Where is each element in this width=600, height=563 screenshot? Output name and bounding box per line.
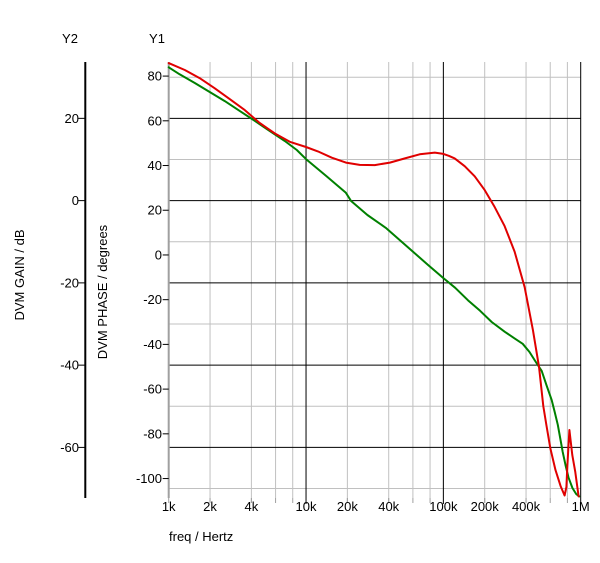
- x-tick-label: 1k: [162, 499, 176, 514]
- y2-tick-label: -60: [60, 440, 79, 455]
- y2-axis-title: DVM GAIN / dB: [12, 229, 27, 320]
- x-tick-label: 10k: [296, 499, 317, 514]
- y2-tick-label: 0: [72, 193, 79, 208]
- x-tick-label: 4k: [245, 499, 259, 514]
- y1-tick-label: -20: [143, 292, 162, 307]
- x-axis-title: freq / Hertz: [169, 529, 233, 544]
- x-tick-label: 200k: [471, 499, 500, 514]
- y1-tick-label: -80: [143, 426, 162, 441]
- x-tick-label: 100k: [429, 499, 458, 514]
- x-tick-label: 1M: [572, 499, 590, 514]
- y1-tick-label: 60: [148, 113, 162, 128]
- y2-tick-label: 20: [65, 111, 79, 126]
- y1-tick-label: -60: [143, 382, 162, 397]
- y2-tick-label: -20: [60, 275, 79, 290]
- y1-tick-label: -40: [143, 337, 162, 352]
- y2-tick-label: -40: [60, 358, 79, 373]
- dvm-gain-curve[interactable]: [167, 66, 581, 498]
- x-tick-label: 20k: [337, 499, 358, 514]
- y1-tick-label: 20: [148, 203, 162, 218]
- major-gridlines: [168, 62, 582, 498]
- y1-tick-label: 0: [155, 247, 162, 262]
- y1-tick-label: -100: [136, 471, 162, 486]
- x-tick-label: 2k: [203, 499, 217, 514]
- y1-axis-title: DVM PHASE / degrees: [95, 224, 110, 359]
- minor-gridlines: [168, 62, 581, 498]
- y1-tick-label: 80: [148, 69, 162, 84]
- x-tick-label: 400k: [512, 499, 541, 514]
- dvm-phase-curve[interactable]: [167, 62, 580, 498]
- curves: [167, 62, 581, 498]
- x-tick-label: 40k: [378, 499, 399, 514]
- y2-axis-header: Y2: [62, 31, 78, 46]
- y1-tick-label: 40: [148, 158, 162, 173]
- y1-axis-header: Y1: [149, 31, 165, 46]
- axis-lines-and-ticks: [78, 62, 582, 504]
